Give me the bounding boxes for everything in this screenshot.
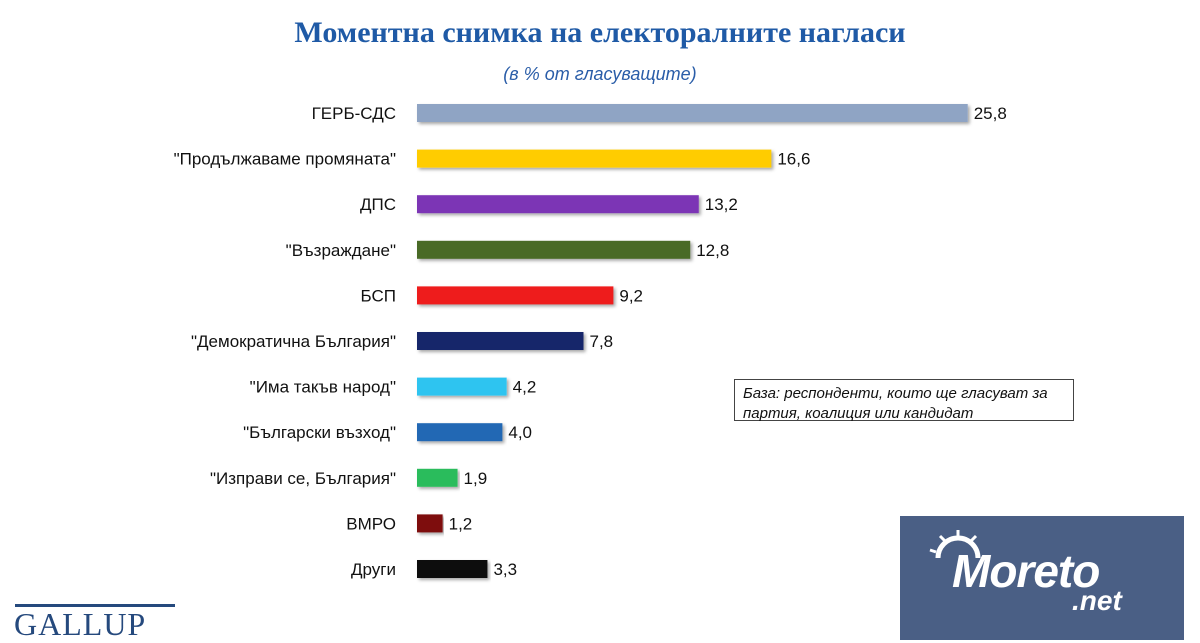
value-label: 1,2	[449, 514, 473, 533]
gallup-logo: GALLUP	[14, 606, 147, 642]
value-label: 3,3	[493, 560, 517, 579]
bar	[417, 240, 691, 259]
watermark-box	[900, 516, 1184, 640]
value-label: 4,0	[508, 423, 532, 442]
bar	[417, 332, 584, 350]
category-label: "Има такъв народ"	[250, 378, 396, 397]
value-label: 9,2	[619, 286, 643, 305]
category-label: Други	[351, 560, 396, 579]
bar	[417, 560, 488, 578]
bar	[417, 468, 458, 487]
category-label: "Изправи се, България"	[210, 469, 396, 488]
value-label: 7,8	[590, 332, 614, 351]
value-label: 25,8	[974, 104, 1007, 123]
category-label: ВМРО	[346, 514, 396, 533]
bar	[417, 149, 772, 168]
watermark-text: Moreto	[952, 545, 1100, 597]
value-label: 12,8	[696, 241, 729, 260]
category-label: БСП	[361, 286, 396, 305]
category-label: "Продължаваме промяната"	[174, 150, 396, 169]
category-label: ГЕРБ-СДС	[312, 104, 396, 123]
bar	[417, 514, 443, 533]
category-label: ДПС	[360, 195, 396, 214]
bar	[417, 423, 503, 442]
sun-icon	[929, 530, 981, 559]
value-label: 16,6	[777, 150, 810, 169]
bar	[417, 377, 507, 396]
value-label: 4,2	[513, 378, 537, 397]
chart-subtitle: (в % от гласуващите)	[503, 64, 697, 84]
value-label: 1,9	[464, 469, 488, 488]
bar	[417, 195, 699, 214]
category-label: "Български възход"	[243, 423, 396, 442]
category-label: "Възраждане"	[286, 241, 396, 260]
footer-rule	[15, 604, 175, 607]
watermark-suffix: .net	[1072, 585, 1122, 616]
bar	[417, 286, 614, 305]
bar	[417, 104, 968, 122]
chart-title: Моментна снимка на електоралните нагласи	[294, 16, 906, 49]
base-note: База: респонденти, които ще гласуват за …	[734, 379, 1074, 422]
category-label: "Демократична България"	[191, 332, 396, 351]
value-label: 13,2	[705, 195, 738, 214]
